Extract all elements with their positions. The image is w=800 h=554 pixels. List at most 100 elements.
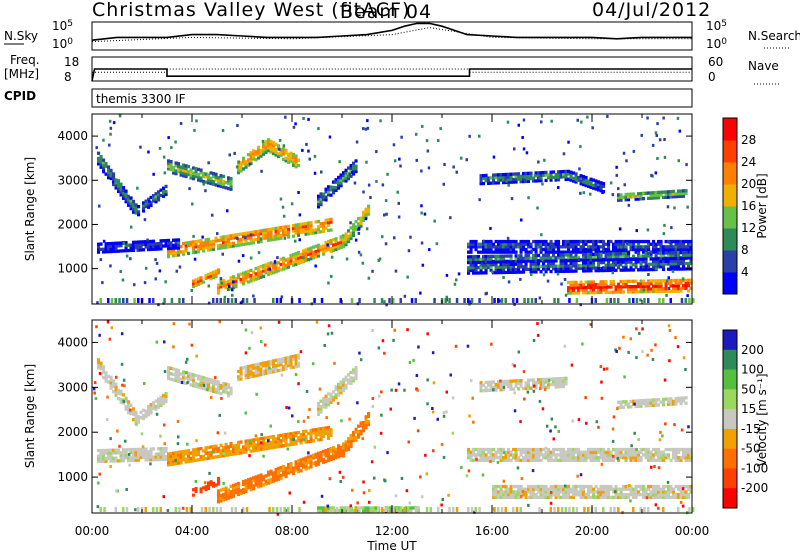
data-cell [622,279,626,284]
data-cell [684,239,688,244]
data-cell [284,230,288,234]
data-cell [189,168,193,172]
data-cell [342,240,346,245]
data-cell [572,487,576,491]
data-cell [294,439,298,443]
data-cell [544,245,548,249]
data-cell [142,242,146,247]
data-cell [227,279,231,283]
data-cell [607,453,611,457]
data-cell [239,243,243,247]
data-cell [617,493,621,497]
data-cell [237,276,241,280]
data-cell [214,172,218,176]
data-cell [194,489,198,493]
data-cell [554,264,558,268]
data-cell [544,250,548,254]
data-cell [589,291,593,295]
data-cell [472,266,476,270]
data-cell [557,493,561,497]
data-cell [177,450,181,454]
data-cell [487,456,491,460]
data-cell [637,404,641,408]
data-cell [194,278,198,282]
data-cell [569,261,573,265]
data-cell [254,365,258,370]
data-cell [604,247,608,252]
data-cell [667,495,671,499]
data-speckle [656,122,659,126]
data-cell [294,257,298,261]
data-cell [479,182,483,186]
data-cell [664,251,668,255]
data-cell [589,239,593,244]
data-cell [642,191,646,195]
data-cell [677,247,681,252]
data-cell [244,370,248,375]
data-cell [344,168,348,172]
data-cell [109,386,113,390]
data-cell [627,405,631,409]
data-cell [209,456,213,460]
data-cell [237,446,241,450]
data-cell [504,239,508,244]
data-speckle [492,155,496,159]
data-cell [547,253,551,257]
data-cell [507,458,511,462]
data-cell [174,376,178,380]
data-cell [557,170,561,174]
data-speckle [354,238,358,242]
data-cell [272,443,276,447]
data-cell [469,247,473,252]
data-cell [539,383,543,387]
data-cell [497,250,501,254]
data-cell [654,447,658,452]
data-cell [104,451,108,455]
data-cell [554,385,558,389]
data-cell [269,446,273,450]
data-cell [474,263,478,267]
data-cell [169,366,173,370]
data-cell [552,484,556,489]
data-cell [317,194,321,198]
data-cell [102,375,106,380]
data-cell [479,456,483,460]
data-cell [572,264,576,268]
data-cell [107,380,111,384]
data-cell [527,267,531,271]
data-cell [184,246,188,251]
data-cell [194,487,198,491]
data-cell [327,458,331,462]
data-cell [99,449,103,453]
data-cell [362,506,366,510]
data-cell [657,279,661,283]
data-cell [362,218,366,222]
data-cell [264,140,268,144]
data-cell [597,290,601,295]
data-cell [259,273,263,277]
data-cell [139,455,143,460]
data-cell [259,275,263,279]
data-cell [582,266,586,270]
data-cell [97,245,101,249]
data-cell [284,474,288,479]
data-speckle [228,153,231,157]
data-cell [639,191,643,196]
data-cell [589,182,593,187]
data-cell [594,182,598,186]
data-cell [677,251,681,255]
data-cell [107,244,111,248]
data-cell [647,456,651,460]
data-cell [574,253,578,257]
data-cell [607,450,611,454]
data-cell [504,382,508,386]
data-cell [99,451,103,455]
data-cell [579,266,583,270]
data-cell [179,450,183,454]
data-cell [572,245,576,249]
data-cell [242,237,246,241]
data-cell [114,186,118,190]
data-cell [477,245,481,249]
data-cell [182,449,186,454]
data-cell [679,245,683,249]
